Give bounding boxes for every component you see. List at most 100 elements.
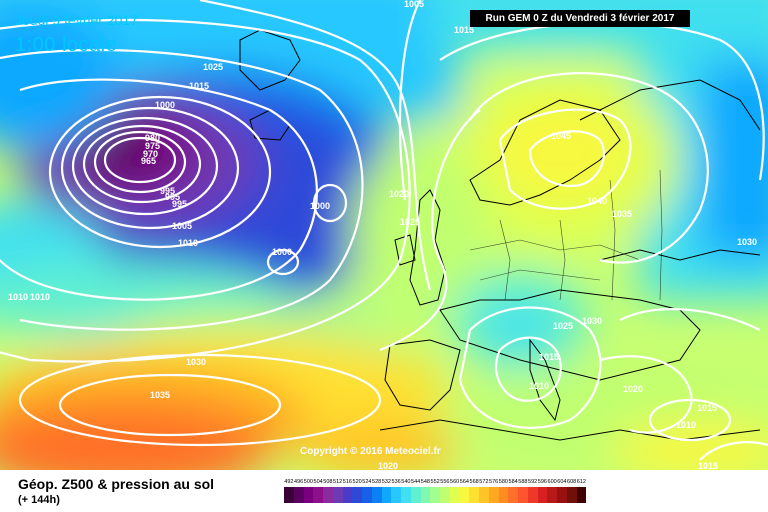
- scale-swatch: [430, 487, 440, 503]
- scale-label: 496: [294, 479, 304, 485]
- scale-swatch: [352, 487, 362, 503]
- scale-swatch: [576, 487, 587, 503]
- scale-swatch: [303, 487, 314, 503]
- isobar-label: 995: [172, 199, 187, 209]
- model-run-label: Run GEM 0 Z du Vendredi 3 février 2017: [470, 10, 690, 27]
- scale-label: 544: [411, 479, 421, 485]
- scale-label: 520: [352, 479, 362, 485]
- isobars: [0, 0, 768, 461]
- scale-swatch: [440, 487, 450, 503]
- geopotential-field: [0, 0, 768, 470]
- isobar-label: 1000: [272, 247, 292, 257]
- isobar-label: 1015: [697, 403, 717, 413]
- scale-label: 560: [450, 479, 460, 485]
- scale-label: 532: [381, 479, 391, 485]
- isobar-labels: 1005 1015 1025 1015 1000 980 975 970 965…: [8, 0, 757, 470]
- forecast-time: 1:00 locale: [15, 34, 118, 56]
- scale-label: 564: [459, 479, 469, 485]
- scale-swatch: [498, 487, 509, 503]
- isobar-label: 1025: [400, 217, 420, 227]
- isobar-label: 1025: [553, 321, 573, 331]
- isobar-label: 1025: [203, 62, 223, 72]
- scale-swatch: [537, 487, 548, 503]
- scale-swatch: [547, 487, 557, 503]
- isobar-label: 1015: [454, 25, 474, 35]
- scale-label: 504: [313, 479, 323, 485]
- scale-label: 548: [420, 479, 430, 485]
- scale-swatch: [527, 487, 538, 503]
- isobar-label: 1005: [404, 0, 424, 9]
- scale-label: 572: [479, 479, 489, 485]
- scale-label: 528: [372, 479, 382, 485]
- isobar-label: 1010: [30, 292, 50, 302]
- scale-label: 596: [537, 479, 547, 485]
- scale-label: 540: [401, 479, 411, 485]
- isobar-label: 1000: [310, 201, 330, 211]
- isobar-label: 1030: [737, 237, 757, 247]
- isobar-label: 975: [145, 141, 160, 151]
- scale-swatch: [391, 487, 401, 503]
- scale-swatch: [508, 487, 518, 503]
- scale-swatch: [518, 487, 528, 503]
- color-scale-labels: 492 496 500 504 508 512 516 520 524 528 532 536 540 5…: [284, 479, 752, 485]
- isobar-label: 1040: [587, 196, 607, 206]
- scale-swatch: [342, 487, 353, 503]
- borders: [469, 169, 663, 301]
- weather-map: 1005 1015 1025 1015 1000 980 975 970 965…: [0, 0, 768, 470]
- isobar-label: 1035: [150, 390, 170, 400]
- scale-swatch: [488, 487, 499, 503]
- isobar-label: 1000: [155, 100, 175, 110]
- forecast-date: Jeudi 9 février 2017: [15, 12, 138, 28]
- isobar-label: 1010: [178, 238, 198, 248]
- scale-label: 612: [576, 479, 586, 485]
- scale-label: 516: [342, 479, 352, 485]
- legend-subtitle: (+ 144h): [18, 494, 60, 506]
- isobar-label: 1015: [189, 81, 209, 91]
- isobar-label: 995: [165, 192, 180, 202]
- legend-panel: Géop. Z500 & pression au sol (+ 144h) 49…: [0, 470, 768, 512]
- scale-label: 580: [498, 479, 508, 485]
- scale-label: 608: [567, 479, 577, 485]
- isobar-label: 1005: [172, 221, 192, 231]
- isobar-label: 970: [143, 149, 158, 159]
- isobar-label: 1015: [539, 352, 559, 362]
- legend-title: Géop. Z500 & pression au sol: [18, 476, 215, 492]
- isobar-label: 995: [160, 186, 175, 196]
- scale-label: 568: [469, 479, 479, 485]
- scale-swatch: [371, 487, 382, 503]
- scale-swatch: [420, 487, 431, 503]
- color-scale-swatches: [284, 487, 752, 503]
- isobar-label: 1045: [551, 131, 571, 141]
- scale-swatch: [381, 487, 392, 503]
- isobar-label: 1010: [529, 381, 549, 391]
- isobar-label: 965: [141, 156, 156, 166]
- scale-swatch: [332, 487, 343, 503]
- scale-swatch: [566, 487, 577, 503]
- isobar-label: 1020: [378, 461, 398, 470]
- isobar-label: 1015: [698, 461, 718, 470]
- scale-label: 500: [303, 479, 313, 485]
- scale-swatch: [293, 487, 304, 503]
- scale-swatch: [449, 487, 460, 503]
- scale-swatch: [323, 487, 333, 503]
- scale-label: 492: [284, 479, 294, 485]
- map-canvas: 1005 1015 1025 1015 1000 980 975 970 965…: [0, 0, 768, 470]
- scale-swatch: [313, 487, 323, 503]
- color-scale: 492 496 500 504 508 512 516 520 524 528 532 536 540 5…: [284, 479, 752, 503]
- isobar-label: 980: [145, 133, 160, 143]
- scale-swatch: [284, 487, 294, 503]
- scale-label: 552: [430, 479, 440, 485]
- scale-label: 536: [391, 479, 401, 485]
- scale-swatch: [557, 487, 567, 503]
- scale-label: 584: [508, 479, 518, 485]
- scale-swatch: [479, 487, 489, 503]
- scale-label: 588: [518, 479, 528, 485]
- scale-label: 600: [547, 479, 557, 485]
- isobar-label: 1030: [582, 316, 602, 326]
- isobar-label: 1020: [623, 384, 643, 394]
- scale-label: 512: [333, 479, 343, 485]
- scale-swatch: [469, 487, 479, 503]
- scale-label: 592: [528, 479, 538, 485]
- isobar-label: 1010: [676, 420, 696, 430]
- isobar-label: 1030: [186, 357, 206, 367]
